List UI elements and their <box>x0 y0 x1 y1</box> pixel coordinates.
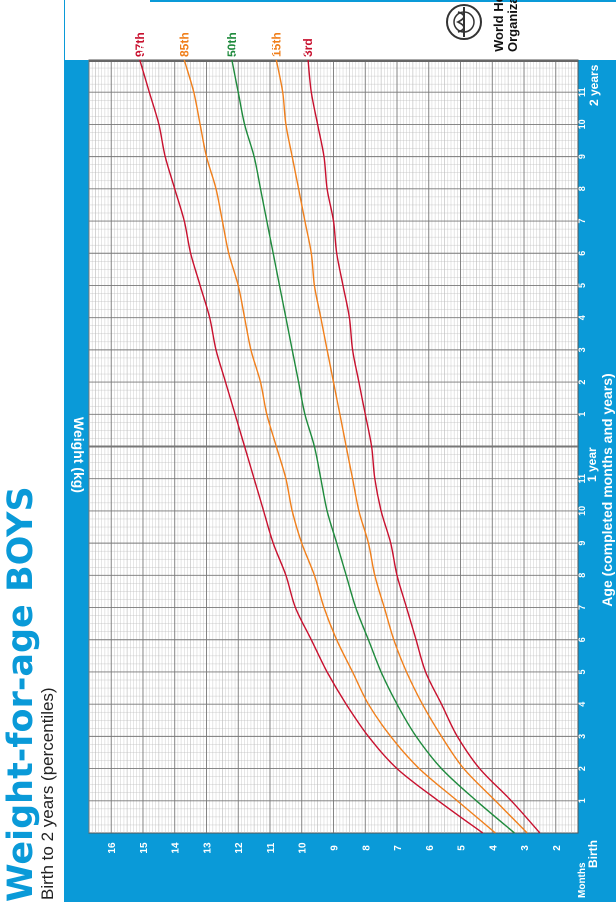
month-tick: 6 <box>577 637 587 642</box>
weight-tick-left: 11 <box>266 842 277 853</box>
organization-line-1: World Health <box>491 0 506 52</box>
weight-tick-left: 8 <box>361 845 372 851</box>
birth-label: Birth <box>586 840 600 868</box>
who-emblem-icon <box>446 4 482 40</box>
weight-tick-top: 8 <box>361 47 372 53</box>
title-area: Weight-for-age BOYS Birth to 2 years (pe… <box>0 0 64 902</box>
weight-tick-top: 4 <box>488 47 499 53</box>
month-tick: 8 <box>577 573 587 578</box>
weight-tick-top: 15 <box>139 44 150 56</box>
month-tick: 7 <box>577 218 587 223</box>
weight-tick-top: 16 <box>107 44 118 56</box>
month-tick: 11 <box>577 474 587 484</box>
weight-tick-top: 6 <box>425 47 436 53</box>
curve-15th <box>275 59 528 834</box>
organization-line-2: Organization <box>505 0 520 52</box>
weight-tick-left: 7 <box>393 845 404 851</box>
y-axis-label: Weight (kg) <box>71 417 87 493</box>
weight-tick-left: 14 <box>171 842 182 854</box>
weight-tick-top: 7 <box>393 47 404 53</box>
month-tick: 1 <box>577 798 587 803</box>
month-tick: 8 <box>577 186 587 191</box>
weight-tick-left: 4 <box>488 845 499 851</box>
weight-tick-left: 10 <box>298 842 309 854</box>
curve-50th <box>231 59 515 834</box>
month-tick: 9 <box>577 541 587 546</box>
weight-tick-left: 13 <box>203 842 214 854</box>
curve-97th <box>139 59 484 834</box>
curve-3rd <box>307 59 541 834</box>
label-15th: 15th <box>269 32 283 57</box>
weight-tick-top: 2 <box>552 47 563 53</box>
curve-85th <box>183 59 496 834</box>
month-tick: 9 <box>577 154 587 159</box>
x-axis-label: Age (completed months and years) <box>599 373 615 606</box>
weight-tick-left: 15 <box>139 842 150 854</box>
month-tick: 3 <box>577 734 587 739</box>
weight-tick-top: 3 <box>520 47 531 53</box>
month-tick: 11 <box>577 87 587 97</box>
organization-block: World Health Organization <box>440 0 616 56</box>
label-85th: 85th <box>177 32 191 57</box>
weight-tick-left: 6 <box>425 845 436 851</box>
weight-tick-left: 2 <box>552 845 563 851</box>
label-3rd: 3rd <box>301 38 315 57</box>
month-tick: 4 <box>577 315 587 320</box>
months-label: Months <box>577 862 588 898</box>
organization-name: World Health Organization <box>491 0 520 52</box>
year-2-label: 2 years <box>587 64 601 106</box>
label-50th: 50th <box>225 32 239 57</box>
weight-tick-top: 11 <box>266 44 277 55</box>
weight-tick-top: 9 <box>330 47 341 53</box>
month-tick: 10 <box>577 119 587 129</box>
label-97th: 97th <box>133 32 147 57</box>
weight-tick-top: 5 <box>457 47 468 53</box>
month-tick: 2 <box>577 380 587 385</box>
weight-tick-top: 10 <box>298 44 309 56</box>
weight-tick-left: 3 <box>520 845 531 851</box>
weight-tick-top: 13 <box>203 44 214 56</box>
weight-tick-left: 16 <box>107 842 118 854</box>
weight-tick-left: 9 <box>330 845 341 851</box>
month-tick: 5 <box>577 283 587 288</box>
weight-tick-left: 5 <box>457 845 468 851</box>
month-tick: 5 <box>577 669 587 674</box>
month-tick: 10 <box>577 506 587 516</box>
month-tick: 1 <box>577 412 587 417</box>
weight-ticks-top: 2 3 4 5 6 7 8 9 10 11 12 13 14 15 16 <box>107 44 563 56</box>
weight-tick-left: 12 <box>234 842 245 854</box>
header-divider <box>150 0 616 2</box>
month-tick: 7 <box>577 605 587 610</box>
year-1-label: 1 year <box>585 447 599 482</box>
month-tick: 3 <box>577 347 587 352</box>
weight-tick-top: 14 <box>171 44 182 56</box>
weight-tick-top: 12 <box>234 44 245 56</box>
percentile-curves <box>139 59 541 834</box>
percentile-labels: 3rd 15th 50th 85th 97th <box>133 32 315 57</box>
weight-ticks-left: 2 3 4 5 6 7 8 9 10 11 12 13 14 15 16 <box>107 842 563 854</box>
month-tick: 2 <box>577 766 587 771</box>
month-tick: 6 <box>577 251 587 256</box>
month-tick: 4 <box>577 702 587 707</box>
